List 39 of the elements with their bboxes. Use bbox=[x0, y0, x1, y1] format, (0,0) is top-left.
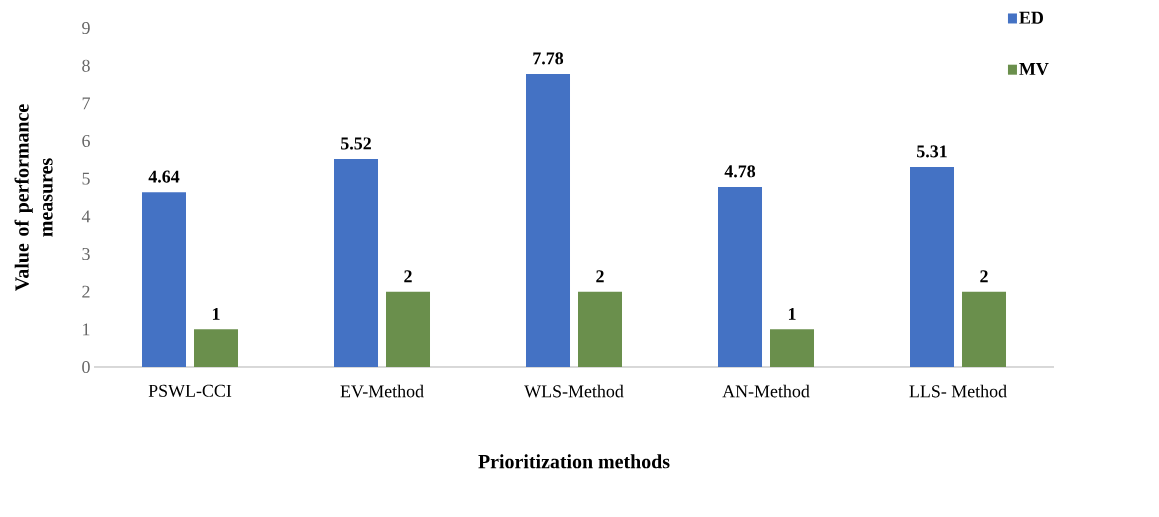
y-tick-label: 4 bbox=[81, 210, 91, 223]
y-tick-label: 5 bbox=[82, 172, 90, 185]
x-tick-label: PSWL-CCI bbox=[148, 384, 232, 397]
bar bbox=[142, 192, 186, 367]
x-tick-label: AN-Method bbox=[722, 384, 810, 398]
bar bbox=[718, 186, 762, 367]
y-tick-label: 1 bbox=[83, 323, 90, 336]
y-axis-title: Value of performance measures bbox=[14, 104, 53, 291]
bar bbox=[194, 329, 238, 367]
data-label: 2 bbox=[596, 270, 604, 283]
bar bbox=[334, 159, 378, 367]
x-tick-label: EV-Method bbox=[340, 384, 424, 398]
bar bbox=[910, 166, 954, 367]
legend-label: ED bbox=[1019, 11, 1043, 24]
bar bbox=[578, 291, 622, 367]
bar bbox=[962, 291, 1007, 367]
x-tick-label: LLS- Method bbox=[909, 384, 1007, 398]
data-label: 7.78 bbox=[533, 52, 564, 65]
bar bbox=[770, 329, 814, 367]
data-label: 2 bbox=[980, 270, 988, 283]
legend-label: MV bbox=[1019, 63, 1049, 76]
data-label: 5.31 bbox=[917, 145, 947, 158]
y-tick-label: 2 bbox=[82, 285, 90, 298]
data-label: 2 bbox=[404, 270, 412, 283]
y-tick-label: 8 bbox=[82, 59, 90, 72]
y-tick-label: 3 bbox=[82, 247, 90, 261]
data-label: 5.52 bbox=[341, 137, 371, 150]
data-label: 1 bbox=[788, 307, 796, 320]
x-axis-title: Prioritization methods bbox=[478, 454, 670, 469]
data-label: 4.78 bbox=[724, 165, 756, 178]
y-tick-label: 6 bbox=[82, 134, 90, 148]
y-tick-label: 9 bbox=[82, 21, 90, 35]
bar bbox=[526, 73, 570, 367]
y-tick-label: 0 bbox=[82, 360, 90, 374]
x-tick-label: WLS-Method bbox=[524, 384, 624, 398]
bar bbox=[386, 291, 430, 367]
y-tick-label: 7 bbox=[82, 97, 90, 110]
data-label: 1 bbox=[212, 307, 220, 320]
data-label: 4.64 bbox=[148, 170, 180, 183]
